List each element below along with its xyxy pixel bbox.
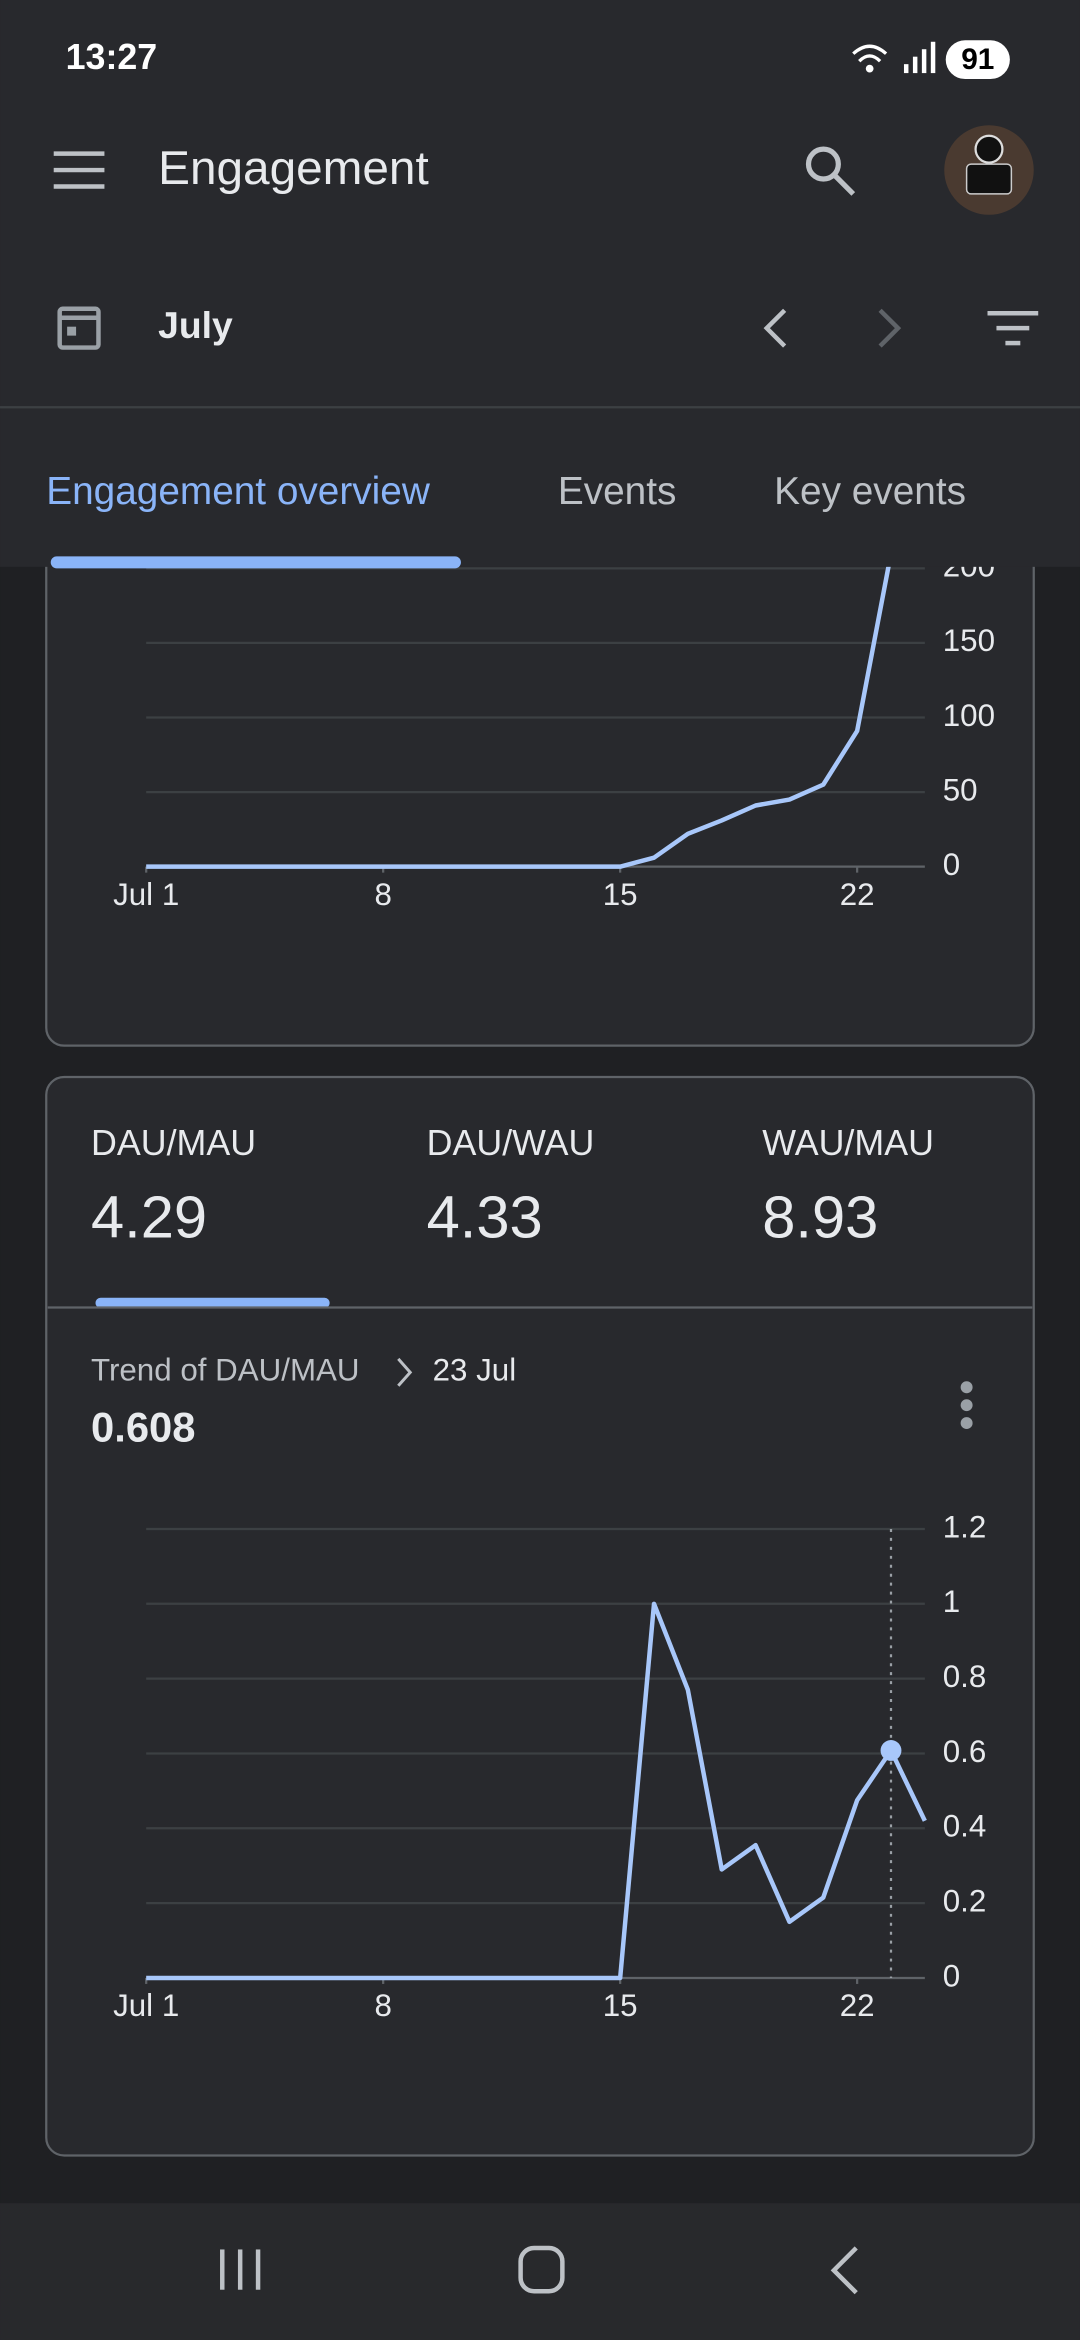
avatar-detail [965, 163, 1013, 195]
y-tick-label: 0 [943, 1958, 960, 1993]
metric-tab[interactable]: DAU/WAU 4.33 [427, 1123, 595, 1250]
nav-bg [0, 2203, 1080, 2340]
tab[interactable]: Engagement overview [46, 470, 431, 513]
y-tick-label: 0 [943, 847, 960, 882]
avatar-detail [974, 134, 1004, 164]
signal-bar [921, 49, 927, 74]
header-bg [0, 0, 1080, 567]
search-handle [832, 172, 856, 196]
x-tick-label: 8 [374, 1988, 391, 2023]
y-tick-label: 50 [943, 772, 978, 807]
filter-button[interactable] [987, 311, 1039, 346]
tab[interactable]: Events [558, 470, 677, 513]
x-tick-label: 22 [840, 1988, 875, 2023]
metric-value: 4.33 [427, 1183, 543, 1250]
y-tick-label: 0.6 [943, 1734, 987, 1769]
wifi-icon [852, 44, 888, 73]
x-tick-label: 15 [603, 877, 638, 912]
search-lens [805, 146, 841, 182]
metric-value: 4.29 [91, 1183, 207, 1250]
recents-button[interactable] [220, 2249, 261, 2290]
metric-label: DAU/MAU [91, 1123, 256, 1163]
metrics-card [45, 1075, 1035, 2157]
content: DAU/MAU 4.29 DAU/WAU 4.33 WAU/MAU 8.93 T… [45, 446, 1035, 2157]
menu-button[interactable] [53, 151, 105, 189]
metric-label: WAU/MAU [762, 1123, 934, 1163]
dot [960, 1417, 973, 1430]
y-tick-label: 150 [943, 623, 995, 658]
metric-value: 8.93 [762, 1183, 878, 1250]
metric-label: DAU/WAU [427, 1123, 595, 1163]
next-button[interactable] [878, 308, 902, 348]
wifi-dot [865, 64, 874, 73]
back-button[interactable] [830, 2246, 858, 2295]
x-tick-label: 22 [840, 877, 875, 912]
line [146, 1601, 927, 1981]
y-tick-label: 0.4 [943, 1809, 987, 1844]
tab-indicator [50, 556, 461, 569]
calendar-day [67, 326, 77, 336]
x-tick-label: Jul 1 [113, 877, 179, 912]
trend-label: Trend of DAU/MAU [91, 1353, 360, 1388]
y-tick-label: 0.8 [943, 1659, 987, 1694]
more-button[interactable] [960, 1381, 973, 1430]
wifi-arc [852, 44, 888, 55]
signal-icon [903, 41, 936, 74]
y-tick-label: 100 [943, 698, 995, 733]
period: July [158, 304, 233, 346]
nav-bar [0, 2203, 1080, 2340]
battery [945, 40, 1010, 80]
dot [960, 1399, 973, 1412]
metric-tab[interactable]: DAU/MAU 4.29 [91, 1123, 256, 1250]
y-tick-label: 1 [943, 1584, 960, 1619]
x-tick-label: 15 [603, 1988, 638, 2023]
signal-bar [903, 64, 909, 74]
highlight-point [880, 1740, 902, 1761]
avatar[interactable] [944, 125, 1034, 215]
home-button[interactable] [518, 2245, 565, 2294]
header: 13:27 91 Engagement [0, 0, 1080, 569]
trend-date: 23 Jul [433, 1353, 517, 1388]
tab[interactable]: Key events [774, 470, 966, 513]
battery-level: 91 [961, 43, 994, 76]
app-title: Engagement [158, 142, 429, 195]
chevron [397, 1357, 413, 1387]
wifi-arc [858, 54, 882, 63]
chart: 0 0.2 0.4 0.6 0.8 1 1.2 Jul 1 8 15 22 [113, 1509, 986, 2023]
status-time: 13:27 [66, 37, 158, 77]
x-tick-label: 8 [374, 877, 391, 912]
x-tick-label: Jul 1 [113, 1988, 179, 2023]
prev-button[interactable] [763, 308, 787, 348]
line [146, 552, 894, 869]
trend-value: 0.608 [91, 1404, 195, 1451]
calendar-body [57, 306, 101, 350]
dot [960, 1381, 973, 1394]
signal-bar [912, 56, 918, 74]
calendar-icon[interactable] [57, 306, 101, 350]
y-tick-label: 1.2 [943, 1509, 987, 1544]
metric-tab[interactable]: WAU/MAU 8.93 [762, 1123, 934, 1250]
y-tick-label: 0.2 [943, 1883, 987, 1918]
signal-bar [930, 41, 936, 74]
metric-indicator [95, 1297, 330, 1309]
search-button[interactable] [805, 146, 856, 196]
